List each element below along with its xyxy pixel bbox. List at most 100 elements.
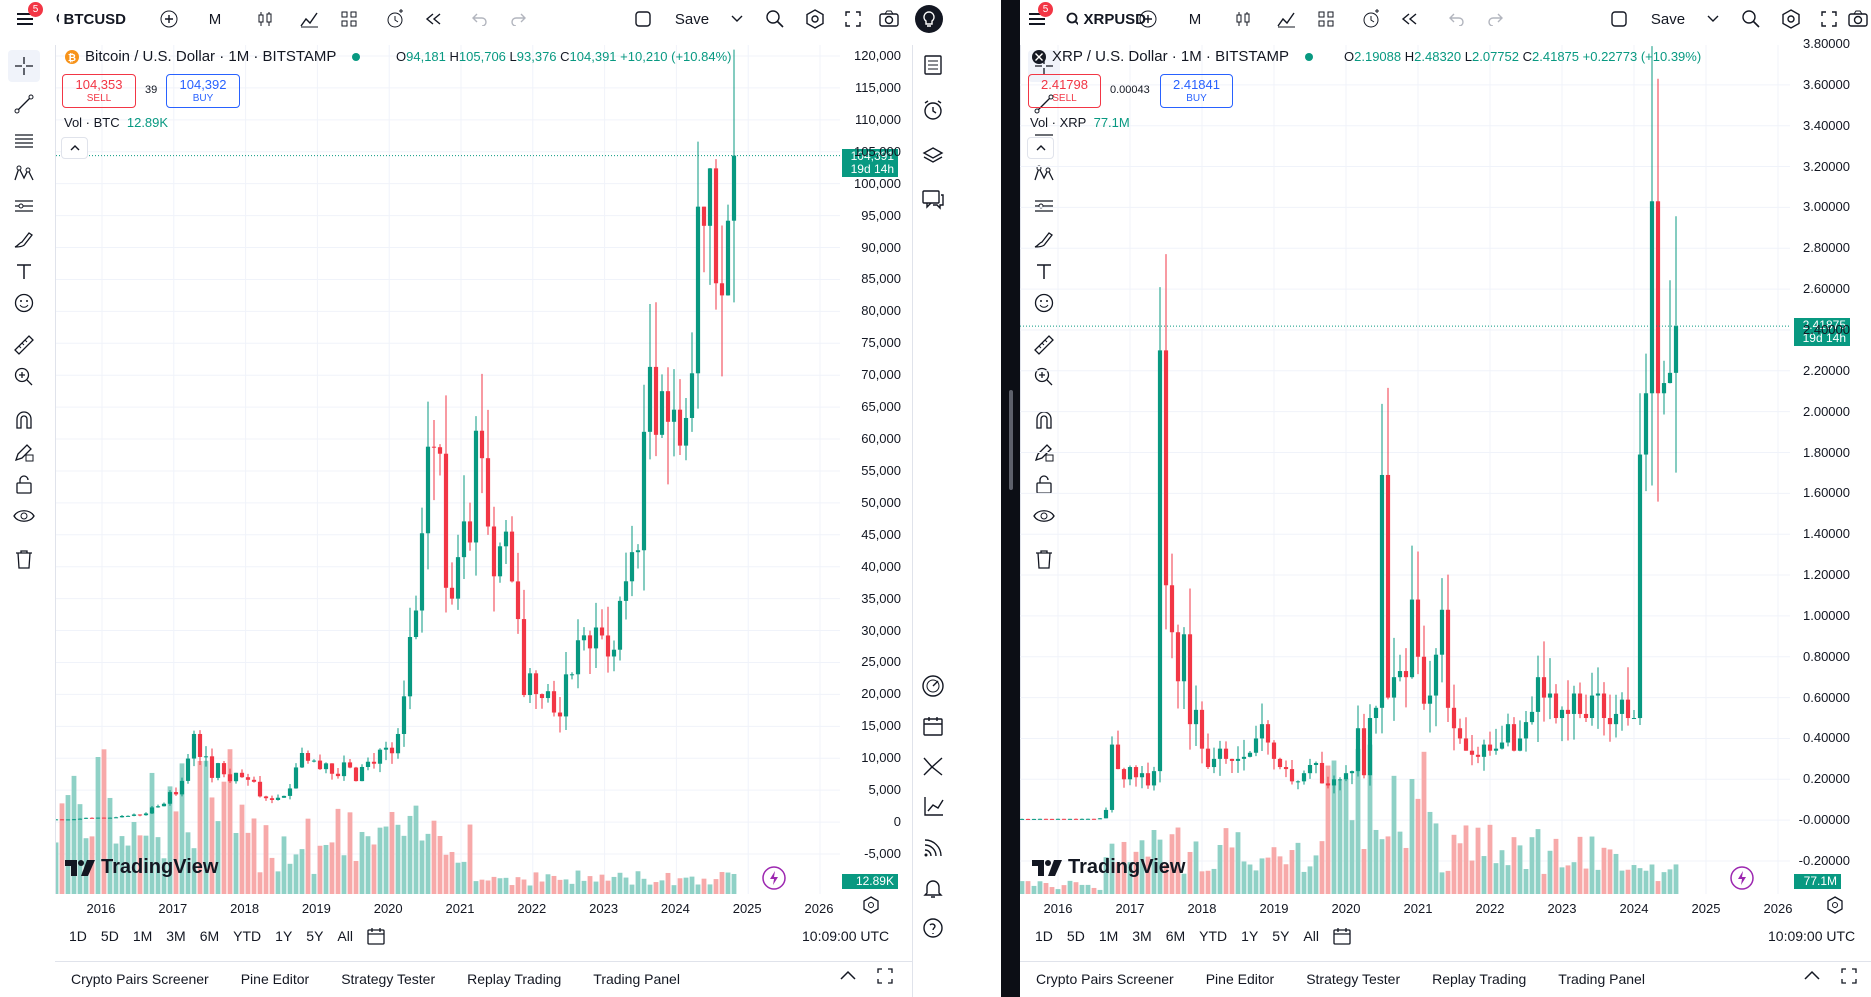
timezone-clock[interactable]: 10:09:00 UTC	[802, 928, 890, 944]
volume-legend[interactable]: Vol · XRP 77.1M	[1030, 115, 1130, 130]
range-button-6m[interactable]: 6M	[1165, 928, 1186, 944]
timezone-clock[interactable]: 10:09:00 UTC	[1768, 928, 1856, 944]
alert-button[interactable]	[1358, 0, 1384, 38]
templates-button[interactable]	[1313, 0, 1339, 38]
quick-search-button[interactable]	[1738, 0, 1764, 38]
prediction-tool[interactable]	[8, 190, 40, 222]
crosshair-tool[interactable]	[8, 50, 40, 82]
range-button-all[interactable]: All	[337, 928, 353, 944]
redo-button[interactable]	[1482, 0, 1508, 38]
tab-replay-trading[interactable]: Replay Trading	[467, 970, 562, 987]
panel-collapse-button[interactable]	[840, 970, 856, 980]
range-button-5d[interactable]: 5D	[1066, 928, 1085, 944]
range-button-1d[interactable]: 1D	[1035, 928, 1053, 944]
layout-button[interactable]	[630, 0, 656, 38]
fib-tool[interactable]	[8, 125, 40, 157]
collapse-legend-button[interactable]	[61, 137, 88, 159]
range-button-1m[interactable]: 1M	[1098, 928, 1119, 944]
hide-tool[interactable]	[8, 500, 40, 532]
axis-settings-button[interactable]	[1826, 896, 1844, 914]
zoom-tool[interactable]	[8, 361, 40, 393]
range-button-3m[interactable]: 3M	[1132, 928, 1152, 944]
notifications-button[interactable]	[918, 873, 948, 903]
range-button-ytd[interactable]: YTD	[1199, 928, 1228, 944]
text-tool[interactable]	[1028, 255, 1060, 287]
tab-strategy-tester[interactable]: Strategy Tester	[341, 970, 436, 987]
save-menu-button[interactable]	[1700, 0, 1726, 38]
tab-pine-editor[interactable]: Pine Editor	[240, 970, 310, 987]
save-button[interactable]: Save	[674, 10, 710, 28]
alerts-button[interactable]	[918, 95, 948, 125]
axis-settings-button[interactable]	[862, 896, 880, 914]
buy-button[interactable]: 104,392 BUY	[166, 74, 240, 108]
collapse-legend-button[interactable]	[1027, 137, 1054, 159]
save-button[interactable]: Save	[1650, 10, 1686, 28]
buy-button[interactable]: 2.41841 BUY	[1160, 74, 1233, 108]
ideas-button[interactable]	[912, 0, 946, 38]
quick-search-button[interactable]	[762, 0, 788, 38]
resize-handle[interactable]	[1009, 390, 1013, 490]
emoji-tool[interactable]	[8, 287, 40, 319]
chat-button[interactable]	[918, 185, 948, 215]
calendar-button[interactable]	[918, 711, 948, 741]
snapshot-button[interactable]	[1845, 0, 1871, 38]
tab-crypto-pairs-screener[interactable]: Crypto Pairs Screener	[1036, 970, 1174, 987]
help-button[interactable]	[918, 913, 948, 943]
panel-maximize-button[interactable]	[1840, 967, 1858, 985]
ruler-tool[interactable]	[8, 329, 40, 361]
goto-date-button[interactable]	[1332, 926, 1352, 946]
tab-trading-panel[interactable]: Trading Panel	[1558, 970, 1645, 987]
interval-button[interactable]: M	[1188, 10, 1202, 28]
range-button-6m[interactable]: 6M	[199, 928, 220, 944]
panel-maximize-button[interactable]	[876, 967, 894, 985]
stay-drawing-tool[interactable]	[1028, 436, 1060, 468]
screener-button[interactable]	[918, 671, 948, 701]
interval-button[interactable]: M	[208, 10, 222, 28]
range-button-5d[interactable]: 5D	[100, 928, 119, 944]
pane-divider[interactable]	[952, 0, 1020, 997]
settings-button[interactable]	[1778, 0, 1804, 38]
range-button-1d[interactable]: 1D	[69, 928, 87, 944]
emoji-tool[interactable]	[1028, 287, 1060, 319]
text-tool[interactable]	[8, 255, 40, 287]
chart-canvas[interactable]	[1020, 45, 1021, 894]
streams-button[interactable]	[918, 833, 948, 863]
replay-button[interactable]	[1396, 0, 1422, 38]
chart-type-button[interactable]	[252, 0, 278, 38]
sell-button[interactable]: 104,353 SELL	[62, 74, 136, 108]
alert-button[interactable]	[382, 0, 408, 38]
volume-legend[interactable]: Vol · BTC 12.89K	[64, 115, 169, 130]
goto-date-button[interactable]	[366, 926, 386, 946]
chart-canvas[interactable]	[55, 45, 840, 894]
range-button-1m[interactable]: 1M	[132, 928, 153, 944]
compare-button[interactable]	[156, 0, 182, 38]
panel-collapse-button[interactable]	[1804, 970, 1820, 980]
fullscreen-button[interactable]	[840, 0, 866, 38]
undo-button[interactable]	[467, 0, 493, 38]
chart-canvas-right[interactable]	[1020, 45, 1790, 894]
symbol-search-button[interactable]: XRPUSD	[1066, 0, 1146, 38]
sell-button[interactable]: 2.41798 SELL	[1028, 74, 1101, 108]
remove-tool[interactable]	[1028, 543, 1060, 575]
indicators-button[interactable]	[296, 0, 322, 38]
indicators-button[interactable]	[1273, 0, 1299, 38]
symbol-legend[interactable]: XRP / U.S. Dollar · 1M · BITSTAMP	[1032, 48, 1313, 65]
zoom-tool[interactable]	[1028, 361, 1060, 393]
snapshot-button[interactable]	[876, 0, 902, 38]
trendline-tool[interactable]	[1028, 88, 1060, 120]
pine-strategies-button[interactable]	[918, 751, 948, 781]
lock-tool[interactable]	[8, 468, 40, 500]
magnet-tool[interactable]	[8, 404, 40, 436]
range-button-5y[interactable]: 5Y	[306, 928, 324, 944]
range-button-1y[interactable]: 1Y	[1241, 928, 1259, 944]
tab-crypto-pairs-screener[interactable]: Crypto Pairs Screener	[71, 970, 209, 987]
save-menu-button[interactable]	[724, 0, 750, 38]
compare-button[interactable]	[1135, 0, 1161, 38]
brush-tool[interactable]	[1028, 223, 1060, 255]
object-tree-button[interactable]	[918, 141, 948, 171]
remove-tool[interactable]	[8, 543, 40, 575]
ai-insight-button[interactable]	[1730, 866, 1754, 890]
hide-tool[interactable]	[1028, 500, 1060, 532]
tab-replay-trading[interactable]: Replay Trading	[1432, 970, 1527, 987]
symbol-search-button[interactable]: BTCUSD	[56, 0, 126, 38]
